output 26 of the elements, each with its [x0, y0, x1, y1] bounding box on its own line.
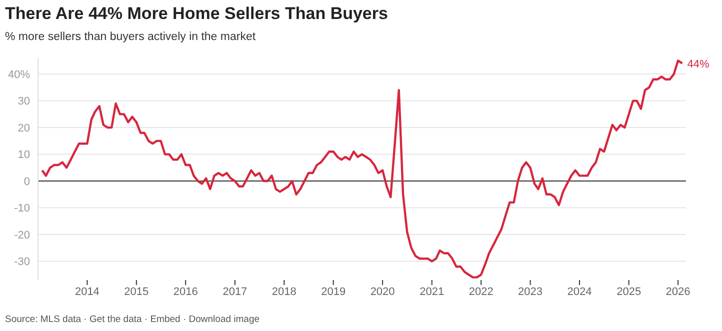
source-note: Source: MLS data · Get the data · Embed · Download image [5, 314, 260, 325]
line-series [41, 60, 684, 278]
x-tick-label: 2022 [468, 286, 494, 298]
x-tick-label: 2025 [616, 286, 642, 298]
y-tick-label: -20 [14, 229, 30, 242]
y-tick-label: 40% [8, 68, 30, 81]
x-tick-label: 2014 [74, 286, 100, 298]
chart-title: There Are 44% More Home Sellers Than Buyers [5, 4, 388, 24]
x-tick-label: 2017 [222, 286, 248, 298]
y-tick-label: 20 [18, 122, 30, 134]
x-tick-label: 2023 [518, 286, 543, 298]
y-tick-label: -10 [14, 202, 30, 215]
chart-subtitle: % more sellers than buyers actively in the market [5, 31, 256, 43]
x-tick-label: 2021 [420, 286, 444, 298]
x-tick-label: 2024 [567, 286, 592, 298]
x-tick-label: 2019 [321, 286, 346, 298]
y-tick-label: 30 [18, 96, 30, 108]
y-tick-label: 0 [24, 176, 30, 188]
x-tick-label: 2016 [173, 286, 198, 298]
x-tick-label: 2018 [272, 286, 296, 298]
x-tick-label: 2026 [666, 286, 690, 298]
x-tick-label: 2015 [124, 286, 149, 298]
y-tick-label: -30 [14, 256, 30, 268]
y-tick-label: 10 [18, 149, 30, 162]
x-tick-label: 2020 [370, 286, 395, 298]
annotation: 44% [687, 58, 710, 70]
